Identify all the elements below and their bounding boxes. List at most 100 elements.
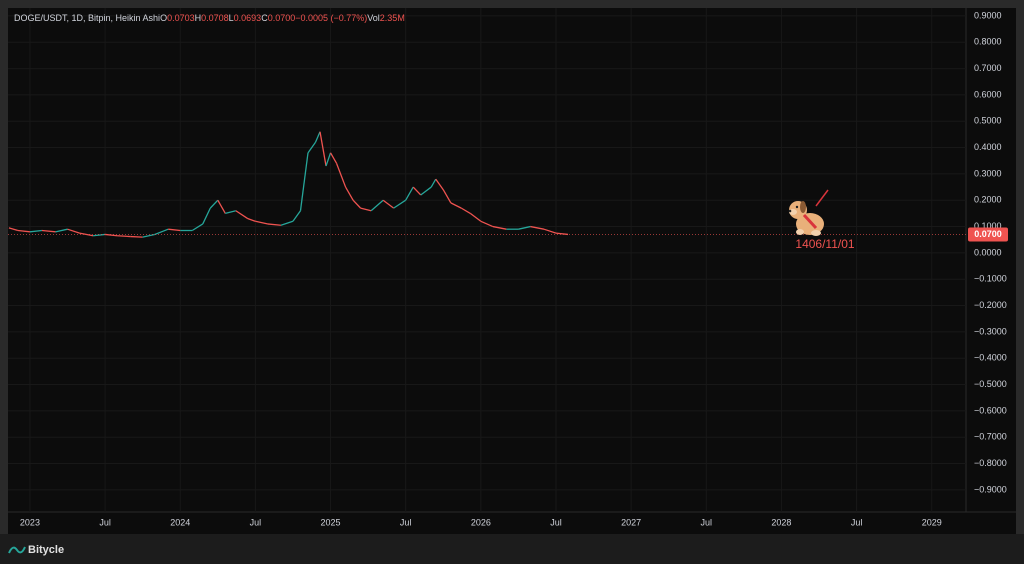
price-segment: [442, 189, 452, 204]
price-segment: [202, 207, 211, 225]
price-segment: [352, 199, 362, 209]
price-segment: [325, 152, 332, 167]
legend-header: DOGE/USDT, 1D, Bitpin, Heikin AshiO0.070…: [14, 13, 405, 23]
price-segment: [319, 131, 327, 167]
price-segment: [420, 186, 432, 196]
price-segment: [280, 220, 294, 226]
last-price-badge: [968, 227, 1008, 242]
price-segment: [450, 202, 462, 209]
price-segment: [335, 163, 347, 188]
y-tick-label: 0.1000: [974, 221, 1002, 231]
ohlc-value: 0.0700: [268, 13, 296, 23]
ohlc-key: O: [160, 13, 167, 23]
y-tick-label: −0.5000: [974, 379, 1007, 389]
plot: [8, 131, 966, 238]
price-segment: [345, 186, 354, 201]
x-tick-label: 2028: [771, 517, 791, 527]
brand-name: Bitycle: [28, 544, 64, 556]
x-tick-label: Jul: [400, 517, 412, 527]
price-segment: [8, 227, 19, 232]
price-segment: [142, 233, 155, 238]
ohlc-key: H: [195, 13, 202, 23]
ohlc-value: 0.0703: [167, 13, 195, 23]
price-segment: [67, 228, 80, 234]
x-tick-label: 2023: [20, 517, 40, 527]
y-tick-label: 0.6000: [974, 89, 1002, 99]
price-segment: [307, 141, 317, 154]
x-tick-label: Jul: [550, 517, 562, 527]
brand-logo: [8, 546, 26, 554]
y-tick-label: −0.8000: [974, 458, 1007, 468]
y-tick-label: 0.5000: [974, 116, 1002, 126]
price-segment: [267, 223, 282, 226]
annotation: 1406/11/01: [795, 237, 854, 251]
price-segment: [235, 210, 249, 220]
price-segment: [329, 152, 338, 164]
x-tick-label: Jul: [250, 517, 262, 527]
axes: 0.9000 0.8000 0.7000 0.6000 0.5000 0.4000 0.30…: [20, 10, 1008, 527]
price-segment: [405, 186, 414, 201]
y-tick-label: 0.8000: [974, 37, 1002, 47]
price-segment: [469, 212, 482, 222]
grid: [8, 8, 966, 512]
price-segment: [292, 210, 302, 222]
price-segment: [41, 229, 56, 233]
price-segment: [191, 223, 204, 232]
price-segment: [460, 207, 471, 214]
x-tick-label: 2027: [621, 517, 641, 527]
y-tick-label: −0.6000: [974, 405, 1007, 415]
price-segment: [17, 229, 31, 233]
price-segment: [209, 199, 219, 209]
price-segment: [370, 199, 384, 212]
price-segment: [382, 199, 395, 209]
dog-sticker: [788, 189, 829, 236]
ohlc-key: C: [261, 13, 268, 23]
price-segment: [130, 235, 143, 238]
price-segment: [360, 207, 372, 212]
x-tick-label: Jul: [701, 517, 713, 527]
y-tick-label: −0.2000: [974, 300, 1007, 310]
price-segment: [430, 178, 437, 188]
y-tick-label: 0.3000: [974, 168, 1002, 178]
y-tick-label: −0.3000: [974, 326, 1007, 336]
symbol-title: DOGE/USDT, 1D, Bitpin, Heikin Ashi: [14, 13, 160, 23]
x-tick-label: 2029: [922, 517, 942, 527]
price-segment: [225, 210, 237, 215]
y-tick-label: 0.2000: [974, 195, 1002, 205]
price-segment: [117, 235, 131, 238]
y-tick-label: 0.4000: [974, 142, 1002, 152]
y-tick-label: −0.7000: [974, 432, 1007, 442]
y-tick-label: −0.9000: [974, 484, 1007, 494]
x-tick-label: Jul: [851, 517, 863, 527]
volume-value: 2.35M: [380, 13, 405, 23]
price-segment: [217, 199, 226, 214]
price-segment: [92, 233, 106, 237]
footer: [0, 534, 1024, 564]
price-segment: [543, 228, 557, 234]
price-segment: [480, 220, 494, 228]
price-segment: [299, 152, 309, 211]
y-tick-label: 0.7000: [974, 63, 1002, 73]
x-tick-label: 2024: [170, 517, 190, 527]
price-segment: [29, 229, 43, 233]
x-tick-label: 2026: [471, 517, 491, 527]
price-segment: [255, 220, 268, 225]
ohlc-key: L: [229, 13, 234, 23]
ohlc-value: 0.0708: [201, 13, 229, 23]
price-segment: [435, 178, 444, 191]
y-tick-label: −0.4000: [974, 353, 1007, 363]
chart-background: [8, 8, 1016, 534]
y-tick-label: 0.0000: [974, 247, 1002, 257]
price-segment: [518, 225, 531, 230]
price-segment: [55, 228, 68, 233]
price-segment: [314, 131, 321, 143]
price-segment: [168, 228, 181, 232]
volume-key: Vol: [367, 13, 380, 23]
price-segment: [247, 218, 256, 222]
y-tick-label: 0.9000: [974, 10, 1002, 20]
x-tick-label: 2025: [321, 517, 341, 527]
x-tick-label: Jul: [99, 517, 111, 527]
last-price-label: 0.0700: [974, 229, 1002, 239]
